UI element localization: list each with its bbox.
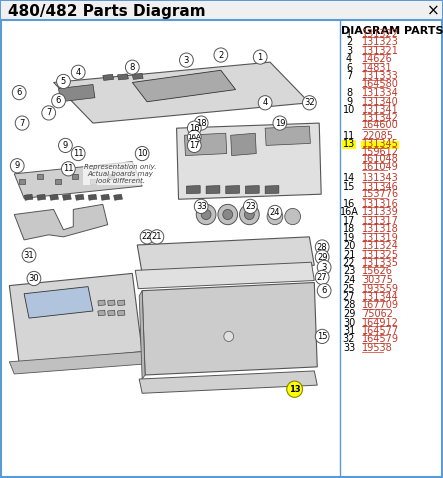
Text: 31: 31 bbox=[24, 250, 35, 260]
Polygon shape bbox=[113, 194, 122, 200]
Text: 131342: 131342 bbox=[362, 112, 399, 122]
Circle shape bbox=[258, 96, 272, 110]
Bar bbox=[108, 174, 113, 179]
Circle shape bbox=[187, 121, 201, 135]
Text: 10: 10 bbox=[137, 149, 148, 158]
Polygon shape bbox=[37, 194, 46, 200]
Circle shape bbox=[268, 206, 282, 219]
Text: 28: 28 bbox=[343, 301, 355, 311]
Text: 131344: 131344 bbox=[362, 292, 399, 302]
Polygon shape bbox=[184, 133, 227, 156]
Text: 6: 6 bbox=[346, 63, 352, 73]
Text: 153776: 153776 bbox=[362, 189, 399, 199]
Text: 6: 6 bbox=[322, 286, 327, 295]
Text: 32: 32 bbox=[304, 98, 315, 107]
Polygon shape bbox=[265, 126, 311, 145]
Text: 4: 4 bbox=[263, 98, 268, 107]
Text: Representation only.
Actual boards may
look different.: Representation only. Actual boards may l… bbox=[84, 164, 157, 184]
Polygon shape bbox=[177, 123, 321, 199]
Circle shape bbox=[315, 329, 329, 344]
Text: 164577: 164577 bbox=[362, 326, 399, 336]
Circle shape bbox=[27, 272, 41, 286]
Text: 167709: 167709 bbox=[362, 301, 399, 311]
Polygon shape bbox=[187, 185, 200, 194]
Circle shape bbox=[58, 138, 72, 152]
Circle shape bbox=[125, 60, 139, 75]
Text: 4: 4 bbox=[76, 68, 81, 77]
Text: 11: 11 bbox=[343, 130, 355, 141]
Text: ×: × bbox=[427, 3, 439, 19]
Text: 10: 10 bbox=[343, 105, 355, 115]
Circle shape bbox=[187, 130, 201, 144]
Text: 20: 20 bbox=[343, 241, 355, 251]
Bar bbox=[72, 174, 78, 179]
Bar bbox=[1, 1, 442, 20]
Circle shape bbox=[244, 199, 257, 214]
Text: 5: 5 bbox=[61, 77, 66, 86]
Polygon shape bbox=[9, 273, 142, 364]
Polygon shape bbox=[231, 133, 256, 156]
Circle shape bbox=[287, 381, 303, 397]
Polygon shape bbox=[108, 300, 115, 306]
Circle shape bbox=[179, 53, 193, 67]
Text: 161049: 161049 bbox=[362, 162, 399, 172]
Text: 14831: 14831 bbox=[362, 63, 392, 73]
Text: 1: 1 bbox=[257, 53, 263, 62]
Text: 19: 19 bbox=[275, 119, 285, 128]
Circle shape bbox=[317, 283, 331, 298]
Text: 131325: 131325 bbox=[362, 250, 399, 260]
Circle shape bbox=[223, 209, 233, 219]
Text: 13: 13 bbox=[343, 139, 355, 149]
Circle shape bbox=[214, 48, 228, 62]
Bar bbox=[37, 174, 43, 179]
Text: 32: 32 bbox=[343, 335, 355, 345]
Circle shape bbox=[201, 209, 211, 219]
Text: 29: 29 bbox=[343, 309, 355, 319]
Text: 22: 22 bbox=[343, 258, 355, 268]
Circle shape bbox=[187, 138, 201, 152]
Text: 27: 27 bbox=[317, 273, 327, 282]
Text: 6: 6 bbox=[56, 96, 61, 105]
Text: 22085: 22085 bbox=[362, 130, 393, 141]
Polygon shape bbox=[245, 185, 259, 194]
FancyBboxPatch shape bbox=[361, 141, 399, 149]
Text: 33: 33 bbox=[196, 202, 206, 211]
Text: 15: 15 bbox=[317, 332, 327, 341]
Text: DIAGRAM PARTS: DIAGRAM PARTS bbox=[341, 26, 443, 36]
Polygon shape bbox=[108, 310, 115, 316]
Polygon shape bbox=[24, 194, 33, 200]
Polygon shape bbox=[137, 237, 314, 273]
Text: 28: 28 bbox=[317, 242, 327, 251]
Text: 164579: 164579 bbox=[362, 335, 399, 345]
Text: 7: 7 bbox=[46, 109, 51, 118]
Polygon shape bbox=[88, 194, 97, 200]
Bar bbox=[19, 179, 25, 184]
Text: 31: 31 bbox=[343, 326, 355, 336]
Text: 18: 18 bbox=[196, 119, 206, 128]
Circle shape bbox=[57, 75, 70, 88]
Circle shape bbox=[245, 209, 254, 219]
Circle shape bbox=[253, 50, 267, 64]
Text: 9: 9 bbox=[346, 97, 352, 107]
Text: 25: 25 bbox=[343, 283, 355, 293]
Polygon shape bbox=[14, 162, 142, 198]
Polygon shape bbox=[24, 287, 93, 318]
Polygon shape bbox=[132, 70, 236, 102]
Circle shape bbox=[150, 230, 164, 244]
Polygon shape bbox=[226, 185, 240, 194]
Polygon shape bbox=[117, 300, 125, 306]
Text: 16: 16 bbox=[343, 198, 355, 208]
Polygon shape bbox=[62, 194, 71, 200]
Polygon shape bbox=[9, 352, 147, 374]
Text: 3: 3 bbox=[346, 45, 352, 55]
Text: 7: 7 bbox=[346, 71, 352, 81]
Text: 22: 22 bbox=[142, 232, 152, 241]
Text: 131316: 131316 bbox=[362, 198, 399, 208]
Polygon shape bbox=[142, 282, 317, 375]
Text: 16A: 16A bbox=[340, 207, 358, 217]
Polygon shape bbox=[98, 310, 105, 316]
Circle shape bbox=[10, 159, 24, 173]
Polygon shape bbox=[58, 85, 95, 102]
Text: 27: 27 bbox=[343, 292, 355, 302]
